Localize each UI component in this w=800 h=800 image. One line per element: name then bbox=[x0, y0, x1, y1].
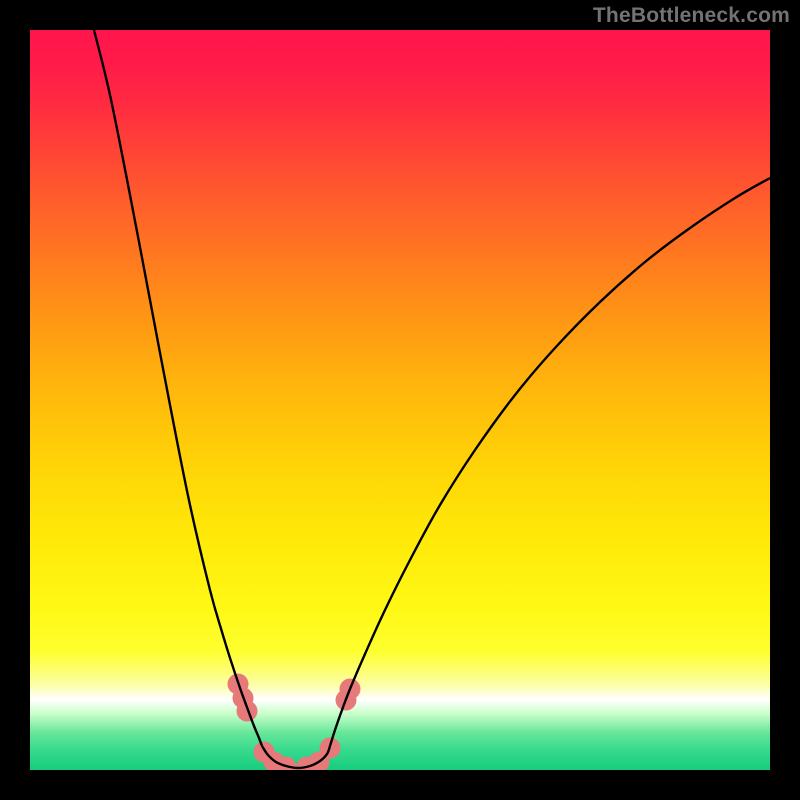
data-marker bbox=[237, 701, 258, 722]
watermark-text: TheBottleneck.com bbox=[593, 4, 790, 28]
plot-area bbox=[30, 30, 770, 770]
gradient-background bbox=[30, 30, 770, 770]
stage: TheBottleneck.com bbox=[0, 0, 800, 800]
plot-svg bbox=[30, 30, 770, 770]
